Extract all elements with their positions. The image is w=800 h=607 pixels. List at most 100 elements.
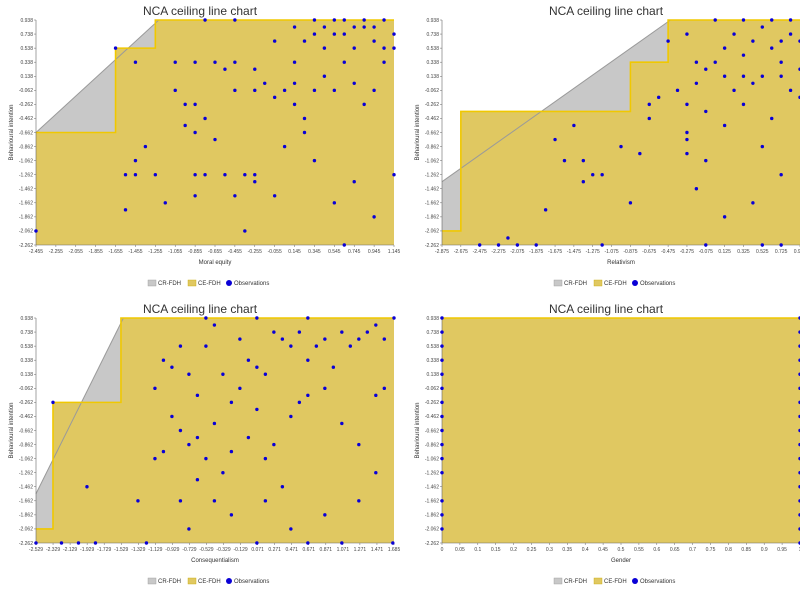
x-tick-label: -2.675: [454, 249, 468, 255]
y-tick-label: -0.062: [19, 88, 33, 94]
observation-point: [195, 393, 200, 398]
observation-point: [34, 541, 38, 545]
observation-point: [173, 60, 177, 64]
y-tick-label: -0.662: [425, 428, 439, 434]
observation-point: [779, 60, 783, 64]
y-tick-label: 0.138: [426, 74, 439, 80]
observation-point: [233, 18, 237, 22]
y-tick-label: -1.262: [425, 470, 439, 476]
observation-point: [392, 46, 396, 50]
x-tick-label: -0.129: [233, 547, 247, 553]
observation-point: [732, 32, 736, 36]
x-tick-label: 0.925: [794, 249, 800, 255]
observation-point: [675, 88, 680, 93]
x-tick-label: 0.2: [510, 547, 517, 553]
y-tick-label: -1.462: [425, 485, 439, 491]
observation-point: [213, 137, 217, 142]
y-tick-label: -1.262: [425, 172, 439, 178]
observation-point: [382, 386, 387, 391]
observation-point: [331, 365, 336, 369]
observation-point: [440, 470, 444, 475]
observation-point: [694, 60, 699, 64]
y-tick-label: -1.262: [19, 470, 33, 476]
x-tick-label: 0.1: [474, 547, 481, 553]
observation-point: [332, 201, 337, 205]
x-tick-label: 0.945: [368, 249, 381, 255]
ce-fdh-line: [36, 317, 394, 530]
y-tick-label: 0.938: [426, 316, 439, 322]
x-tick-label: -1.929: [80, 547, 94, 553]
observation-point: [342, 60, 346, 64]
x-tick-label: -2.255: [49, 249, 63, 255]
observation-point: [183, 102, 187, 107]
observation-point: [133, 158, 138, 163]
y-tick-label: 0.538: [20, 344, 33, 350]
observation-point: [213, 60, 217, 64]
observation-point: [312, 88, 317, 93]
observation-point: [741, 74, 746, 78]
observation-point: [306, 541, 310, 545]
y-tick-label: -0.862: [425, 144, 439, 150]
x-tick-label: -0.655: [208, 249, 222, 255]
y-tick-label: -0.062: [425, 386, 439, 392]
observation-point: [760, 74, 765, 78]
chart-title: NCA ceiling line chart: [549, 4, 664, 18]
y-tick-label: -1.862: [425, 215, 439, 221]
observation-point: [193, 130, 197, 135]
observation-point: [312, 158, 317, 163]
observation-point: [161, 449, 166, 454]
observation-point: [233, 194, 237, 198]
x-tick-label: 0.325: [737, 249, 750, 255]
observation-point: [187, 527, 191, 531]
observation-point: [342, 243, 346, 247]
observation-point: [178, 428, 183, 433]
y-tick-label: 0.538: [426, 46, 439, 52]
observation-point: [113, 46, 118, 50]
observation-point: [123, 172, 128, 177]
chart-panel-moral-equity: NCA ceiling line chart 0.938 0.738 0.538 0.3…: [0, 0, 400, 297]
legend-ce-label: CE-FDH: [198, 281, 221, 287]
observation-point: [123, 208, 128, 212]
observation-point: [365, 330, 370, 334]
observation-point: [770, 46, 774, 50]
x-tick-label: 0.4: [582, 547, 589, 553]
observation-point: [788, 88, 793, 93]
observation-point: [272, 95, 277, 100]
x-tick-label: -2.075: [510, 249, 524, 255]
observation-point: [352, 46, 356, 50]
observation-point: [178, 344, 183, 348]
cr-fdh-line: [35, 19, 160, 133]
chart-title: NCA ceiling line chart: [143, 302, 258, 316]
observation-point: [342, 32, 346, 36]
observation-point: [713, 60, 717, 64]
x-tick-label: -2.475: [473, 249, 487, 255]
observation-point: [374, 323, 378, 327]
legend-obs-marker: [226, 280, 232, 286]
x-tick-label: -1.729: [97, 547, 111, 553]
observation-point: [382, 18, 386, 22]
y-tick-label: -1.062: [425, 456, 439, 462]
observation-point: [212, 499, 217, 503]
x-tick-label: -1.329: [131, 547, 145, 553]
x-tick-label: 0.25: [527, 547, 537, 553]
observation-point: [212, 421, 217, 426]
x-tick-label: 0.8: [725, 547, 732, 553]
observation-point: [496, 243, 501, 247]
observation-point: [204, 316, 208, 320]
x-tick-label: -0.329: [216, 547, 230, 553]
observation-point: [392, 316, 396, 320]
observation-point: [133, 172, 138, 177]
observation-point: [322, 46, 327, 50]
x-tick-label: 0.725: [775, 249, 788, 255]
observation-point: [212, 323, 217, 327]
ce-fdh-region: [36, 20, 394, 245]
observation-point: [694, 187, 699, 191]
y-tick-label: -0.462: [19, 414, 33, 420]
observation-point: [193, 172, 197, 177]
observation-point: [306, 316, 310, 320]
x-tick-label: -0.475: [661, 249, 675, 255]
x-tick-label: 0.9: [761, 547, 768, 553]
chart-title: NCA ceiling line chart: [143, 4, 258, 18]
observation-point: [306, 358, 310, 362]
observation-point: [722, 46, 727, 50]
